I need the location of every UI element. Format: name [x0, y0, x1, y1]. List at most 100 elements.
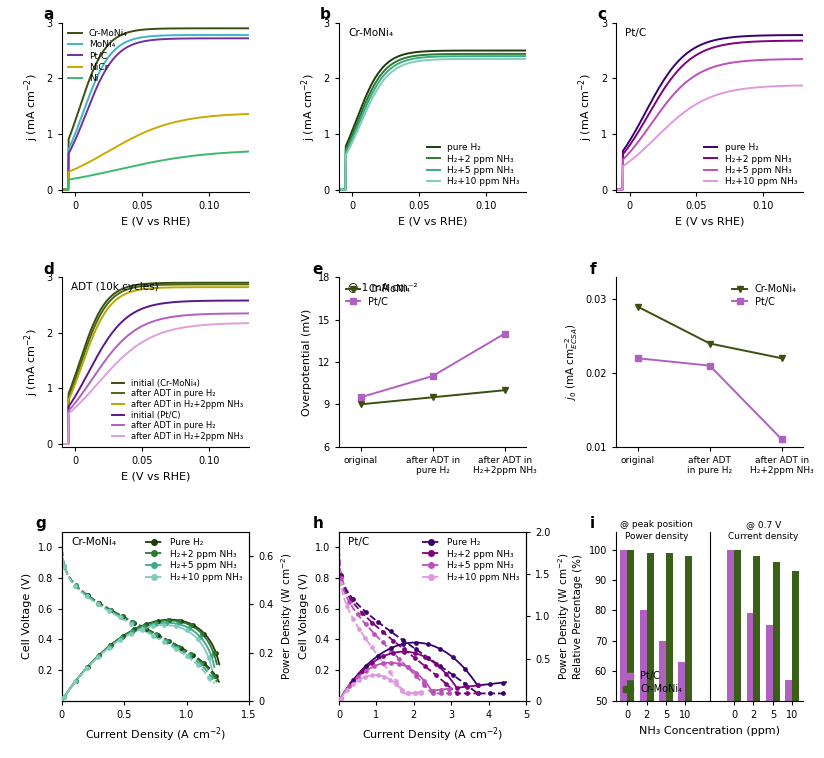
Point	[91, 597, 105, 609]
Point	[419, 660, 432, 672]
Legend: Cr-MoNi₄, Pt/C: Cr-MoNi₄, Pt/C	[730, 282, 798, 309]
Point	[355, 606, 368, 619]
Line: Pt/C: Pt/C	[634, 355, 785, 443]
Legend: Pure H₂, H₂+2 ppm NH₃, H₂+5 ppm NH₃, H₂+10 ppm NH₃: Pure H₂, H₂+2 ppm NH₃, H₂+5 ppm NH₃, H₂+…	[420, 536, 522, 584]
Text: e: e	[313, 262, 323, 277]
Point	[151, 628, 164, 641]
Point	[195, 657, 208, 669]
Bar	[620, 550, 627, 758]
Point	[496, 677, 509, 689]
Bar	[678, 662, 686, 758]
Bar	[785, 680, 792, 758]
Point	[139, 622, 152, 634]
Point	[80, 590, 93, 603]
Point	[383, 666, 396, 678]
Point	[207, 670, 220, 682]
Point	[439, 668, 452, 680]
Point	[376, 636, 389, 648]
Text: f: f	[590, 262, 597, 277]
Point	[351, 672, 364, 684]
Point	[397, 644, 410, 656]
Point	[401, 661, 414, 673]
Cr-MoNi₄	[705, 339, 714, 348]
Point	[128, 616, 141, 628]
Point	[147, 620, 160, 632]
Point	[421, 638, 434, 650]
Point	[58, 560, 71, 572]
Point	[115, 610, 129, 622]
Point	[186, 619, 199, 631]
Point	[103, 641, 116, 653]
Cr-MoNi₄	[356, 399, 366, 409]
Point	[410, 666, 423, 678]
Bar	[639, 610, 647, 758]
Point	[344, 594, 358, 606]
Point	[390, 678, 403, 691]
Point	[92, 597, 105, 609]
Point	[376, 657, 389, 669]
X-axis label: NH₃ Concentration (ppm): NH₃ Concentration (ppm)	[639, 725, 780, 736]
X-axis label: E (V vs RHE): E (V vs RHE)	[121, 471, 190, 481]
Point	[58, 691, 71, 703]
Point	[396, 637, 410, 650]
Point	[93, 649, 106, 661]
Point	[151, 615, 164, 627]
Point	[366, 617, 379, 629]
Point	[429, 658, 442, 670]
Point	[359, 665, 372, 677]
Point	[372, 650, 385, 662]
Point	[461, 681, 474, 693]
Point	[471, 688, 485, 700]
Point	[137, 621, 150, 633]
Point	[58, 559, 71, 572]
Text: Power density: Power density	[625, 531, 688, 540]
Bar	[627, 550, 634, 758]
Cr-MoNi₄	[428, 393, 438, 402]
Point	[401, 661, 414, 673]
Point	[136, 623, 149, 635]
Point	[335, 570, 348, 582]
Point	[195, 628, 208, 640]
Point	[426, 684, 439, 697]
Point	[402, 688, 415, 700]
Bar	[659, 641, 666, 758]
Text: Current density: Current density	[728, 531, 798, 540]
Point	[335, 692, 348, 704]
Text: h: h	[313, 516, 324, 531]
Point	[115, 611, 128, 623]
Point	[114, 612, 127, 624]
Point	[157, 636, 171, 648]
Point	[171, 618, 184, 630]
Point	[365, 641, 378, 653]
Point	[125, 617, 138, 629]
Point	[209, 670, 222, 682]
Point	[116, 610, 129, 622]
Point	[384, 644, 397, 656]
Point	[387, 647, 400, 659]
Point	[387, 634, 400, 647]
Point	[408, 688, 421, 700]
Legend: Cr-MoNi₄, Pt/C: Cr-MoNi₄, Pt/C	[344, 282, 412, 309]
Point	[169, 643, 182, 655]
Point	[343, 596, 356, 608]
Text: Pt/C: Pt/C	[625, 28, 647, 38]
Legend: pure H₂, H₂+2 ppm NH₃, H₂+5 ppm NH₃, H₂+10 ppm NH₃: pure H₂, H₂+2 ppm NH₃, H₂+5 ppm NH₃, H₂+…	[702, 142, 799, 188]
Bar	[666, 553, 673, 758]
Y-axis label: Cell Voltage (V): Cell Voltage (V)	[299, 573, 309, 659]
Point	[138, 622, 152, 634]
Point	[171, 642, 184, 654]
Point	[335, 692, 348, 704]
Point	[353, 623, 366, 635]
Point	[58, 691, 71, 703]
Bar	[734, 550, 741, 758]
Point	[191, 659, 204, 671]
Point	[484, 678, 497, 690]
Point	[418, 678, 431, 691]
Point	[80, 662, 93, 674]
Cr-MoNi₄	[777, 354, 787, 363]
Point	[162, 614, 176, 626]
Point	[159, 635, 172, 647]
Point	[81, 589, 94, 601]
Point	[347, 612, 360, 625]
Point	[371, 669, 384, 681]
